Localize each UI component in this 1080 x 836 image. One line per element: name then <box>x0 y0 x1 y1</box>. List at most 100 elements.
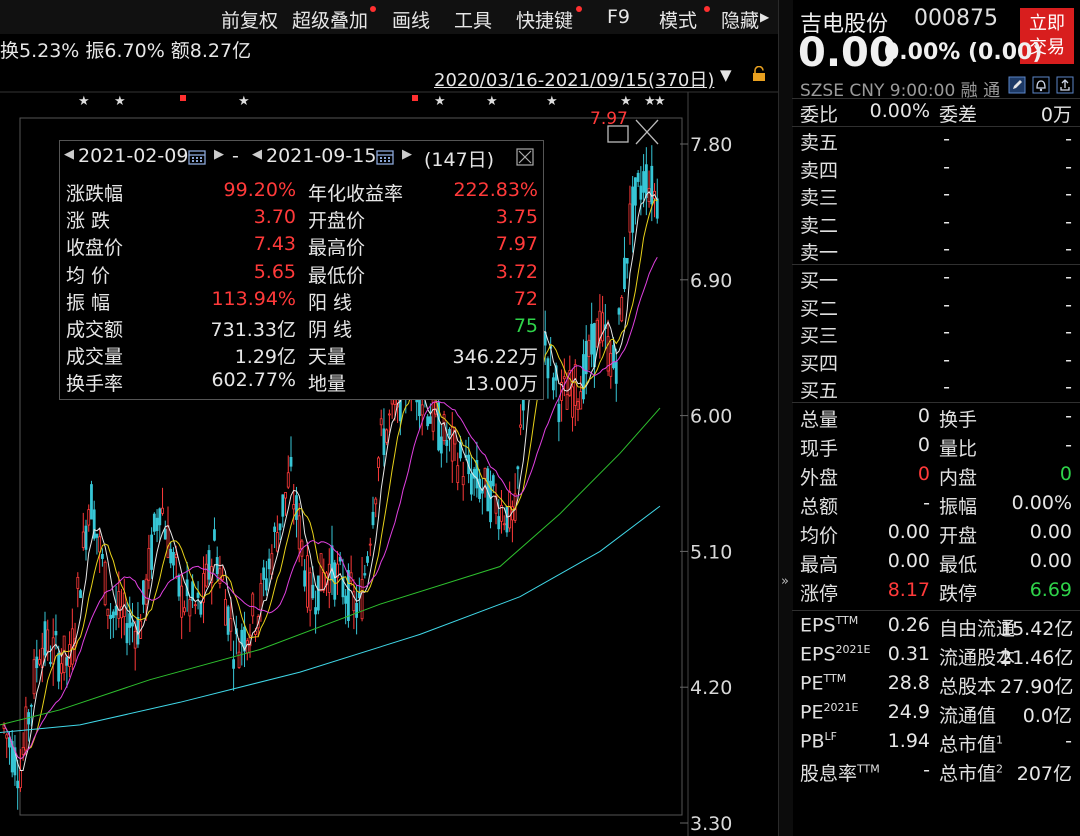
candle-body <box>582 354 585 400</box>
trade-now-button[interactable]: 立即 交易 <box>1020 8 1074 64</box>
toolbar-item[interactable]: 工具 <box>454 10 493 32</box>
stat-label: 天量 <box>308 346 347 369</box>
plot-frame <box>19 117 683 816</box>
ma60-line <box>0 407 661 726</box>
candle-body <box>387 413 391 416</box>
fin-label: 总股本 <box>939 672 996 699</box>
event-star-icon: ★ <box>644 94 656 109</box>
toolbar-item[interactable]: 前复权 <box>221 10 279 32</box>
close-icon[interactable] <box>516 148 534 166</box>
fin-label: 流通股本 <box>939 643 1015 670</box>
triangle-right-icon[interactable]: ▶ <box>760 10 770 24</box>
share-icon[interactable] <box>1056 76 1074 94</box>
candle-body <box>497 516 501 530</box>
stock-name: 吉电股份 <box>800 12 889 37</box>
fin-label-text: 股息率 <box>800 763 858 785</box>
candle-body <box>147 548 151 581</box>
candle-body <box>111 611 115 618</box>
day-stats-line: 换5.23% 振6.70% 额8.27亿 <box>0 40 252 62</box>
bell-icon[interactable] <box>1032 76 1050 94</box>
toolbar-item[interactable]: 超级叠加 <box>292 10 369 32</box>
quote-stat-label: 跌停 <box>939 583 978 605</box>
candle-body <box>275 532 279 552</box>
edit-icon[interactable] <box>1008 76 1026 94</box>
candle-body <box>101 554 104 559</box>
candle-body <box>598 310 602 344</box>
divider <box>792 402 1080 403</box>
quote-stat-label: 最高 <box>800 554 839 576</box>
candle-body <box>284 492 287 499</box>
candle-body <box>218 568 222 584</box>
candle-body <box>18 770 22 789</box>
fin-label: PE2021E <box>800 701 858 723</box>
event-flag-icon <box>180 95 186 101</box>
candle-body <box>371 511 375 526</box>
panel-splitter[interactable] <box>778 0 793 836</box>
candle-body <box>174 553 178 559</box>
toolbar-item[interactable]: 隐藏 <box>721 10 760 32</box>
stat-label: 开盘价 <box>308 210 366 233</box>
candle-body <box>346 570 350 621</box>
triangle-left-icon[interactable]: ◀ <box>64 147 74 162</box>
chevron-right-icon[interactable]: » <box>781 574 789 589</box>
candle-body <box>368 543 372 546</box>
candle-body <box>84 525 88 550</box>
toolbar-item[interactable]: 画线 <box>392 10 431 32</box>
close-icon <box>635 119 659 145</box>
stat-value: 731.33亿 <box>210 319 296 341</box>
triangle-down-icon[interactable]: ▼ <box>720 66 732 84</box>
divider <box>792 98 1080 99</box>
candle-body <box>166 525 170 558</box>
candle-body <box>278 523 282 531</box>
candle-body <box>341 576 345 598</box>
candle-body <box>204 563 208 587</box>
triangle-right-icon[interactable]: ▶ <box>402 147 412 162</box>
triangle-right-icon[interactable]: ▶ <box>214 147 224 162</box>
candle-body <box>314 607 318 615</box>
toolbar-item[interactable]: 模式 <box>659 10 698 32</box>
candle-body <box>273 526 277 532</box>
event-star-icon: ★ <box>620 94 632 109</box>
toolbar-item[interactable]: 快捷键 <box>516 10 574 32</box>
quote-stat-label: 现手 <box>800 438 839 460</box>
candle-body <box>240 629 244 645</box>
candle-body <box>150 534 154 570</box>
quote-stat-label: 内盘 <box>939 467 978 489</box>
order-level-label: 买三 <box>800 325 839 347</box>
start-date[interactable]: 2021-02-09 <box>78 145 189 167</box>
end-date[interactable]: 2021-09-15 <box>266 145 377 167</box>
candle-body <box>292 504 296 510</box>
quote-stat-value: 0.00 <box>1029 550 1072 572</box>
order-volume: - <box>1065 155 1072 178</box>
candle-body <box>546 358 550 379</box>
calendar-icon[interactable] <box>188 149 206 165</box>
fin-value: 0.26 <box>887 614 930 636</box>
quote-stat-value: 0 <box>917 463 930 485</box>
candle-body <box>636 172 640 182</box>
fin-label-text: 流通股本 <box>939 647 1016 669</box>
candle-body <box>35 656 39 669</box>
fin-value: 24.9 <box>887 701 930 723</box>
lock-icon[interactable] <box>752 66 766 82</box>
candle-body <box>10 740 14 773</box>
date-range-selector[interactable]: 2020/03/16-2021/09/15(370日) <box>434 70 715 91</box>
stat-value: 222.83% <box>453 179 538 201</box>
quote-stat-label: 总额 <box>800 496 839 518</box>
triangle-left-icon[interactable]: ◀ <box>252 147 262 162</box>
toolbar-item[interactable]: F9 <box>607 6 631 28</box>
candle-body <box>169 548 173 564</box>
quote-stat-value: 0.00 <box>887 521 930 543</box>
candle-body <box>650 165 654 205</box>
order-level-label: 卖五 <box>800 132 839 154</box>
candle-body <box>223 599 227 626</box>
candle-body <box>191 581 195 601</box>
weicha-value: 0万 <box>1040 104 1072 126</box>
candle-body <box>644 164 648 198</box>
candle-body <box>505 506 509 533</box>
calendar-icon[interactable] <box>376 149 394 165</box>
candle-body <box>215 557 219 575</box>
candle-body <box>319 553 323 592</box>
ma10-line <box>3 198 658 760</box>
candle-body <box>316 575 320 611</box>
divider <box>792 126 1080 127</box>
